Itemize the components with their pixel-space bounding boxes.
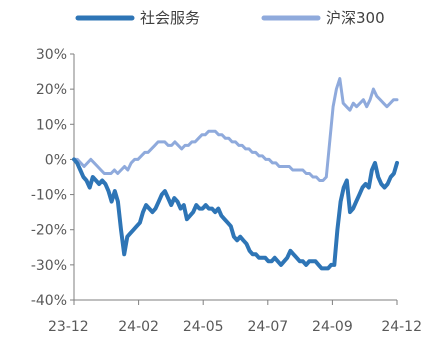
series-line-1 (72, 157, 399, 271)
legend-label-2: 沪深300 (326, 9, 385, 27)
x-tick-label: 24-07 (247, 319, 288, 335)
y-tick-label: -20% (31, 223, 67, 239)
y-tick-label: 30% (36, 47, 67, 63)
x-tick-label: 24-02 (118, 319, 159, 335)
y-tick-label: 20% (36, 82, 67, 98)
x-tick-label: 24-12 (381, 319, 422, 335)
legend: 社会服务 沪深300 (75, 9, 385, 27)
y-tick-label: -10% (31, 188, 67, 204)
y-tick-label: -40% (31, 293, 67, 309)
x-tick-label: 24-09 (312, 319, 353, 335)
series-line-2 (72, 77, 399, 182)
axes: 30% 20% 10% 0% -10% -20% -30% -40% 23-12 24-02 24-… (31, 47, 422, 335)
x-tick-label: 24-05 (183, 319, 224, 335)
legend-label-1: 社会服务 (140, 9, 200, 27)
x-tick-label: 23-12 (48, 319, 89, 335)
y-tick-label: -30% (31, 258, 67, 274)
y-tick-label: 0% (45, 152, 67, 168)
series-lines (72, 77, 399, 271)
y-tick-label: 10% (36, 117, 67, 133)
